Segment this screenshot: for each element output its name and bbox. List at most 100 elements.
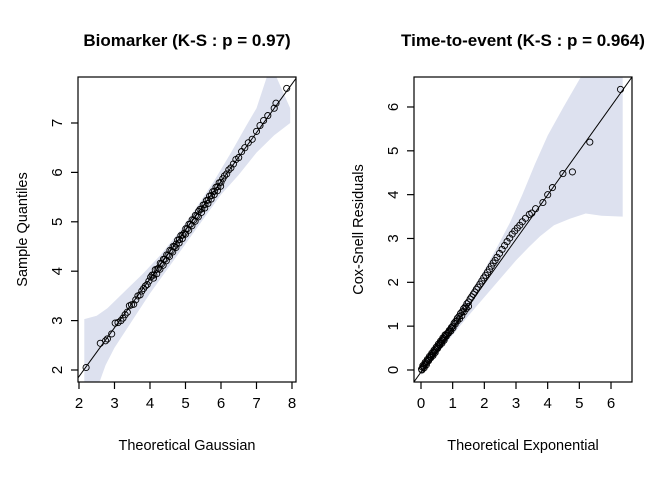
data-point	[153, 265, 161, 273]
data-point	[141, 282, 149, 290]
y-tick-label: 5	[49, 218, 66, 226]
data-point	[544, 191, 552, 199]
data-point	[111, 319, 119, 327]
qq-plot-biomarker: 2 3 4 5 6 7 8 2 3 4 5 6 7 Biomarker (K-S : p = 0.97) T…	[15, 31, 297, 454]
y-tick-label: 0	[385, 366, 402, 374]
x-tick-label: 0	[417, 395, 425, 412]
x-tick-label: 8	[288, 395, 296, 412]
data-point	[616, 85, 625, 93]
data-point	[453, 317, 461, 325]
data-points	[82, 84, 291, 372]
data-point	[462, 305, 470, 313]
x-tick-label: 2	[480, 395, 488, 412]
x-tick-label: 3	[512, 395, 520, 412]
data-point	[283, 84, 291, 92]
data-point	[130, 300, 138, 308]
data-point	[516, 221, 524, 229]
plot-title: Biomarker (K-S : p = 0.97)	[83, 31, 290, 50]
plot-title: Time-to-event (K-S : p = 0.964)	[401, 31, 645, 50]
data-point	[418, 366, 426, 374]
data-point	[225, 166, 233, 174]
y-tick-label: 7	[49, 119, 66, 127]
y-tick-label: 6	[385, 103, 402, 111]
data-point	[469, 290, 477, 298]
y-tick-label: 6	[49, 168, 66, 176]
x-tick-label: 2	[75, 395, 83, 412]
data-points	[418, 85, 625, 374]
y-tick-label: 3	[49, 316, 66, 324]
data-point	[528, 209, 536, 217]
x-axis: 0 1 2 3 4 5 6	[417, 382, 615, 412]
data-point	[472, 285, 480, 293]
data-point	[220, 172, 229, 180]
data-point	[264, 112, 272, 120]
data-point	[586, 138, 594, 146]
data-point	[559, 170, 567, 178]
y-tick-label: 1	[385, 322, 402, 330]
data-point	[108, 330, 116, 338]
data-point	[244, 139, 252, 147]
y-tick-label: 4	[385, 190, 402, 198]
x-tick-label: 6	[217, 395, 225, 412]
x-tick-label: 4	[543, 395, 551, 412]
data-point	[256, 121, 264, 130]
x-tick-label: 7	[252, 395, 260, 412]
data-point	[458, 312, 466, 320]
data-point	[227, 164, 235, 172]
qq-plot-time-to-event: 0 1 2 3 4 5 6 0 1 2 3 4 5 6 Time-to-event (K-S : p = 0…	[351, 31, 645, 454]
data-point	[464, 302, 473, 310]
y-axis: 0 1 2 3 4 5 6	[385, 103, 414, 374]
data-point	[217, 182, 225, 190]
data-point	[568, 168, 576, 176]
data-point	[427, 354, 435, 362]
y-tick-label: 5	[385, 147, 402, 155]
data-point	[272, 99, 280, 107]
data-point	[252, 127, 261, 135]
x-tick-label: 6	[607, 395, 615, 412]
data-point	[102, 337, 110, 345]
data-point	[506, 234, 514, 242]
x-tick-label: 3	[110, 395, 118, 412]
y-axis-label: Sample Quantiles	[15, 172, 31, 286]
data-point	[217, 178, 225, 186]
data-point	[82, 363, 90, 372]
y-tick-label: 2	[385, 278, 402, 286]
x-tick-label: 1	[448, 395, 456, 412]
panel-time-to-event: 0 1 2 3 4 5 6 0 1 2 3 4 5 6 Time-to-event (K-S : p = 0…	[336, 0, 672, 480]
data-point	[132, 296, 140, 304]
data-point	[436, 341, 444, 349]
plot-area	[78, 77, 296, 382]
data-point	[498, 245, 506, 253]
data-point	[143, 280, 151, 289]
y-axis-label: Cox-Snell Residuals	[351, 164, 367, 295]
y-tick-label: 2	[49, 366, 66, 374]
x-axis-label: Theoretical Gaussian	[118, 438, 255, 454]
x-tick-label: 5	[575, 395, 583, 412]
data-point	[521, 214, 530, 222]
x-axis: 2 3 4 5 6 7 8	[75, 382, 296, 412]
data-point	[248, 135, 256, 143]
plot-area	[414, 77, 632, 382]
data-point	[121, 311, 129, 319]
x-axis-label: Theoretical Exponential	[447, 438, 599, 454]
data-point	[270, 104, 278, 112]
data-point	[241, 144, 249, 152]
data-point	[117, 317, 125, 325]
data-point	[532, 205, 540, 213]
data-point	[223, 170, 231, 178]
data-point	[123, 308, 131, 316]
data-point	[136, 291, 144, 299]
data-point	[493, 253, 501, 261]
y-tick-label: 4	[49, 267, 66, 275]
data-point	[503, 238, 511, 246]
panel-biomarker: 2 3 4 5 6 7 8 2 3 4 5 6 7 Biomarker (K-S : p = 0.97) T…	[15, 31, 297, 454]
data-point	[103, 335, 111, 343]
data-point	[441, 331, 449, 339]
data-point	[460, 305, 468, 313]
data-point	[539, 198, 547, 207]
data-point	[444, 329, 453, 337]
data-point	[235, 154, 243, 162]
data-point	[260, 116, 268, 125]
data-point	[449, 324, 457, 332]
